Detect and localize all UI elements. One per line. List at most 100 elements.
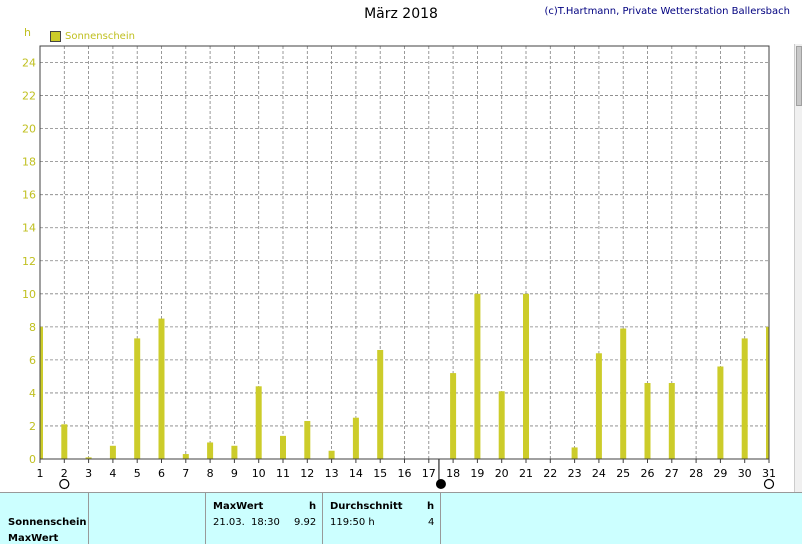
x-tick-label: 16 — [398, 467, 412, 480]
maxwert-value: 9.92 — [294, 517, 317, 528]
bar — [377, 349, 384, 459]
bar — [134, 338, 141, 459]
y-tick-label: 0 — [29, 453, 36, 466]
x-tick-layer: 1 2 3 4 5 6 7 8 9 10 11 12 13 14 15 16 17 18 19 20 21 22 23 24 2… — [37, 459, 776, 480]
x-tick-label: 6 — [158, 467, 165, 480]
x-tick-label: 1 — [37, 467, 44, 480]
bar — [523, 293, 529, 459]
bar — [207, 442, 214, 459]
x-tick-label: 13 — [325, 467, 339, 480]
bar — [109, 445, 116, 459]
summary-table: Sonnenschein MaxWert MaxWert h 21.03. 18… — [0, 492, 802, 544]
y-tick-label: 12 — [22, 255, 36, 268]
durchschnitt-column: Durchschnitt h 119:50 h 4 — [322, 493, 441, 544]
bar — [595, 353, 602, 459]
y-tick-label: 24 — [22, 57, 36, 70]
bar — [328, 450, 335, 459]
x-tick-label: 26 — [641, 467, 655, 480]
bar — [766, 326, 769, 459]
bar — [571, 447, 578, 459]
bar — [231, 445, 238, 459]
scrollbar-thumb[interactable] — [796, 46, 802, 106]
maxwert-date: 21.03. — [213, 517, 245, 528]
x-tick-label: 20 — [495, 467, 509, 480]
bar — [255, 386, 262, 459]
x-tick-label: 21 — [519, 467, 533, 480]
vertical-scrollbar[interactable] — [794, 44, 802, 494]
bar — [304, 421, 311, 459]
y-tick-label: 14 — [22, 222, 36, 235]
chart-title: März 2018 — [364, 6, 438, 22]
x-tick-label: 24 — [592, 467, 606, 480]
bar — [741, 338, 748, 459]
table-divider — [440, 493, 441, 544]
legend-label: Sonnenschein — [65, 31, 135, 42]
y-tick-label: 20 — [22, 123, 36, 136]
x-tick-label: 12 — [300, 467, 314, 480]
x-tick-label: 31 — [762, 467, 776, 480]
x-tick-label: 25 — [616, 467, 630, 480]
bar — [280, 435, 286, 459]
y-tick-label: 18 — [22, 156, 36, 169]
maxwert-time: 18:30 — [251, 517, 280, 528]
bar — [61, 424, 68, 459]
y-tick-label: 16 — [22, 189, 36, 202]
bar — [668, 383, 675, 459]
y-tick-label: 22 — [22, 90, 36, 103]
bar — [498, 391, 505, 459]
grid-layer — [40, 46, 769, 459]
x-tick-label: 30 — [738, 467, 752, 480]
plot-border — [39, 45, 770, 460]
bar — [620, 328, 627, 459]
x-tick-label: 7 — [182, 467, 189, 480]
credit-text: (c)T.Hartmann, Private Wetterstation Bal… — [544, 6, 790, 17]
x-tick-label: 11 — [276, 467, 290, 480]
x-tick-label: 22 — [543, 467, 557, 480]
durchschnitt-unit: h — [427, 501, 435, 512]
x-tick-label: 14 — [349, 467, 363, 480]
x-tick-label: 15 — [373, 467, 387, 480]
bar — [450, 373, 457, 459]
x-tick-label: 5 — [134, 467, 141, 480]
maxwert-unit: h — [309, 501, 317, 512]
x-tick-label: 4 — [109, 467, 116, 480]
bar — [474, 293, 481, 459]
x-tick-label: 17 — [422, 467, 436, 480]
x-tick-label: 29 — [713, 467, 727, 480]
bar — [644, 383, 651, 459]
x-tick-label: 18 — [446, 467, 460, 480]
bar — [182, 454, 189, 459]
bar — [85, 457, 92, 459]
maxwert-column: MaxWert h 21.03. 18:30 9.92 — [205, 493, 323, 544]
x-tick-label: 8 — [207, 467, 214, 480]
durchschnitt-value: 119:50 h — [330, 517, 375, 528]
full-moon-icon — [763, 478, 775, 490]
y-tick-label: 6 — [29, 354, 36, 367]
y-tick-label: 8 — [29, 321, 36, 334]
x-tick-label: 23 — [568, 467, 582, 480]
empty-column — [88, 493, 206, 544]
legend: Sonnenschein — [50, 31, 135, 42]
bar — [40, 326, 43, 459]
x-tick-label: 27 — [665, 467, 679, 480]
new-moon-icon — [435, 479, 446, 489]
bar — [352, 417, 359, 459]
moon-layer — [59, 459, 775, 490]
x-tick-label: 10 — [252, 467, 266, 480]
durchschnitt-header: Durchschnitt — [330, 501, 403, 512]
bar — [158, 318, 165, 459]
row-label-maxwert: MaxWert — [8, 533, 59, 544]
y-unit-label: h — [24, 26, 31, 39]
x-tick-label: 2 — [61, 467, 68, 480]
bar-layer — [40, 293, 769, 459]
durchschnitt-count: 4 — [428, 517, 435, 528]
y-tick-label: 4 — [29, 387, 36, 400]
x-tick-label: 28 — [689, 467, 703, 480]
legend-swatch — [50, 31, 61, 42]
x-tick-label: 3 — [85, 467, 92, 480]
row-label-sonnenschein: Sonnenschein — [8, 517, 87, 528]
bar — [717, 366, 724, 459]
x-tick-label: 19 — [470, 467, 484, 480]
